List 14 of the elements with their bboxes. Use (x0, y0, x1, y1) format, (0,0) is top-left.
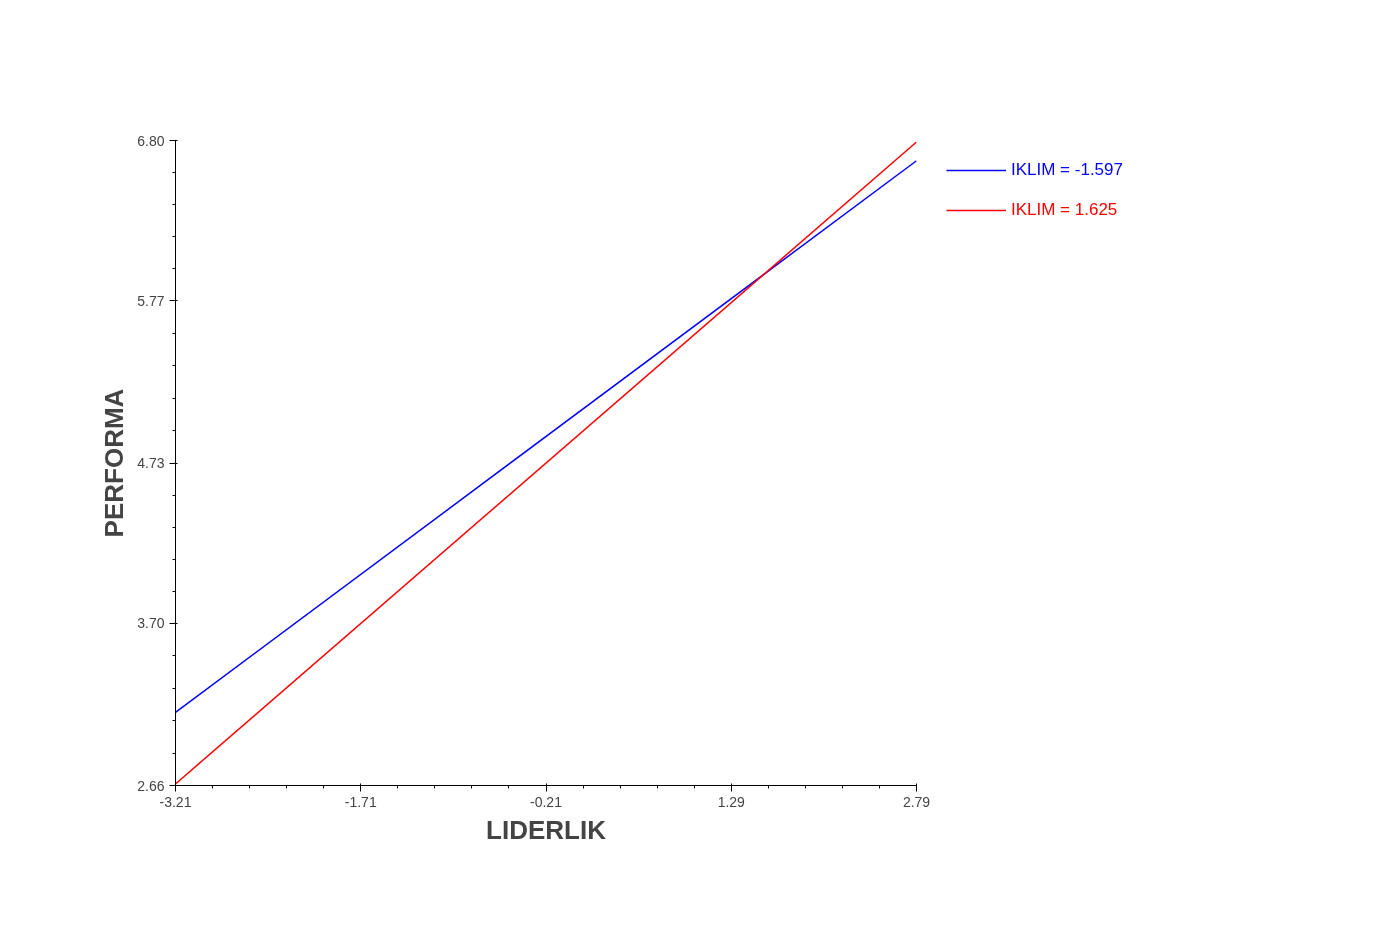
y-axis-title: PERFORMA (99, 388, 130, 538)
y-tick-label: 5.77 (137, 292, 165, 309)
legend-label: IKLIM = -1.597 (1011, 160, 1123, 180)
x-tick-label: 2.79 (902, 793, 931, 810)
y-tick-label: 3.70 (137, 615, 165, 632)
y-tick-label: 6.80 (137, 132, 165, 149)
x-tick-label: -1.71 (344, 793, 377, 810)
x-axis-title: LIDERLIK (486, 814, 607, 845)
x-tick-label: -0.21 (530, 793, 563, 810)
y-tick-label: 4.73 (137, 455, 165, 471)
y-tick-label: 2.66 (137, 777, 165, 794)
x-tick-label: -3.21 (159, 793, 192, 810)
legend-label: IKLIM = 1.625 (1011, 200, 1118, 220)
x-tick-label: 1.29 (717, 793, 746, 810)
